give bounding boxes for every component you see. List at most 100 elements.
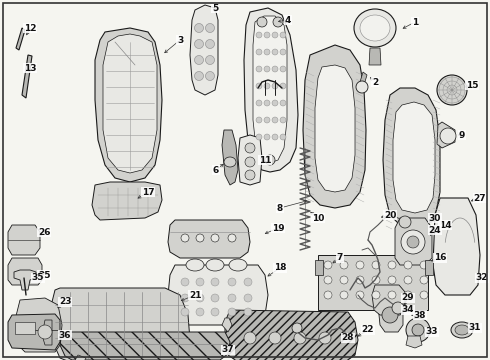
Circle shape — [272, 83, 278, 89]
Circle shape — [205, 55, 215, 64]
Circle shape — [244, 294, 252, 302]
Text: 34: 34 — [402, 306, 415, 315]
Circle shape — [356, 261, 364, 269]
Circle shape — [256, 83, 262, 89]
Circle shape — [195, 23, 203, 32]
Circle shape — [388, 291, 396, 299]
Polygon shape — [14, 270, 36, 290]
Circle shape — [205, 40, 215, 49]
Circle shape — [280, 117, 286, 123]
Circle shape — [211, 278, 219, 286]
Polygon shape — [168, 265, 268, 325]
Text: 6: 6 — [213, 166, 219, 175]
Text: 26: 26 — [38, 228, 50, 237]
Circle shape — [256, 117, 262, 123]
Circle shape — [272, 66, 278, 72]
Polygon shape — [303, 45, 366, 208]
Text: 27: 27 — [474, 194, 486, 202]
Circle shape — [399, 216, 411, 228]
Circle shape — [406, 318, 430, 342]
Polygon shape — [393, 102, 435, 213]
Circle shape — [228, 234, 236, 242]
Polygon shape — [437, 122, 455, 148]
Circle shape — [196, 234, 204, 242]
Circle shape — [356, 291, 364, 299]
Polygon shape — [222, 130, 238, 185]
Circle shape — [256, 100, 262, 106]
Text: 37: 37 — [221, 346, 234, 355]
Text: 7: 7 — [337, 253, 343, 262]
Circle shape — [244, 332, 256, 344]
Text: 9: 9 — [459, 131, 465, 140]
Polygon shape — [383, 88, 440, 228]
Circle shape — [372, 291, 380, 299]
Circle shape — [244, 308, 252, 316]
Circle shape — [272, 49, 278, 55]
Circle shape — [324, 291, 332, 299]
Circle shape — [292, 323, 302, 333]
Polygon shape — [8, 225, 40, 255]
Polygon shape — [225, 310, 358, 360]
Ellipse shape — [186, 259, 204, 271]
Polygon shape — [372, 285, 405, 315]
Text: 38: 38 — [414, 310, 426, 320]
Circle shape — [280, 83, 286, 89]
Circle shape — [356, 81, 368, 93]
Text: 20: 20 — [384, 211, 396, 220]
Polygon shape — [74, 355, 86, 360]
Text: 30: 30 — [429, 213, 441, 222]
Polygon shape — [92, 182, 162, 220]
Text: 33: 33 — [426, 328, 438, 337]
Circle shape — [264, 83, 270, 89]
Circle shape — [412, 324, 424, 336]
Text: 25: 25 — [38, 270, 50, 279]
Bar — [425, 260, 433, 275]
Circle shape — [273, 17, 283, 27]
Text: 1: 1 — [412, 18, 418, 27]
Circle shape — [38, 325, 52, 339]
Text: 29: 29 — [402, 293, 415, 302]
Circle shape — [211, 308, 219, 316]
Polygon shape — [15, 298, 62, 352]
Circle shape — [420, 276, 428, 284]
Text: 2: 2 — [372, 77, 378, 86]
Circle shape — [324, 276, 332, 284]
Polygon shape — [378, 295, 403, 332]
Polygon shape — [168, 220, 250, 258]
Circle shape — [196, 294, 204, 302]
Circle shape — [382, 307, 398, 323]
Circle shape — [256, 66, 262, 72]
Polygon shape — [8, 258, 42, 285]
Text: 22: 22 — [362, 325, 374, 334]
Circle shape — [280, 32, 286, 38]
Polygon shape — [60, 332, 230, 360]
Circle shape — [319, 332, 331, 344]
Circle shape — [264, 100, 270, 106]
Circle shape — [245, 170, 255, 180]
Circle shape — [294, 332, 306, 344]
Circle shape — [404, 276, 412, 284]
Text: 17: 17 — [142, 188, 154, 197]
Circle shape — [181, 294, 189, 302]
Text: 8: 8 — [277, 203, 283, 212]
Circle shape — [205, 23, 215, 32]
Circle shape — [401, 230, 425, 254]
Circle shape — [245, 157, 255, 167]
Circle shape — [264, 32, 270, 38]
Polygon shape — [50, 288, 190, 360]
Circle shape — [245, 143, 255, 153]
Text: 36: 36 — [59, 330, 71, 339]
Circle shape — [211, 234, 219, 242]
Text: 15: 15 — [466, 81, 478, 90]
Polygon shape — [253, 16, 287, 163]
Circle shape — [205, 72, 215, 81]
Ellipse shape — [437, 75, 467, 105]
Circle shape — [372, 276, 380, 284]
Text: 10: 10 — [312, 213, 324, 222]
Circle shape — [372, 261, 380, 269]
Circle shape — [264, 49, 270, 55]
Polygon shape — [406, 336, 422, 348]
Circle shape — [280, 49, 286, 55]
Polygon shape — [360, 72, 367, 85]
Polygon shape — [8, 314, 60, 350]
